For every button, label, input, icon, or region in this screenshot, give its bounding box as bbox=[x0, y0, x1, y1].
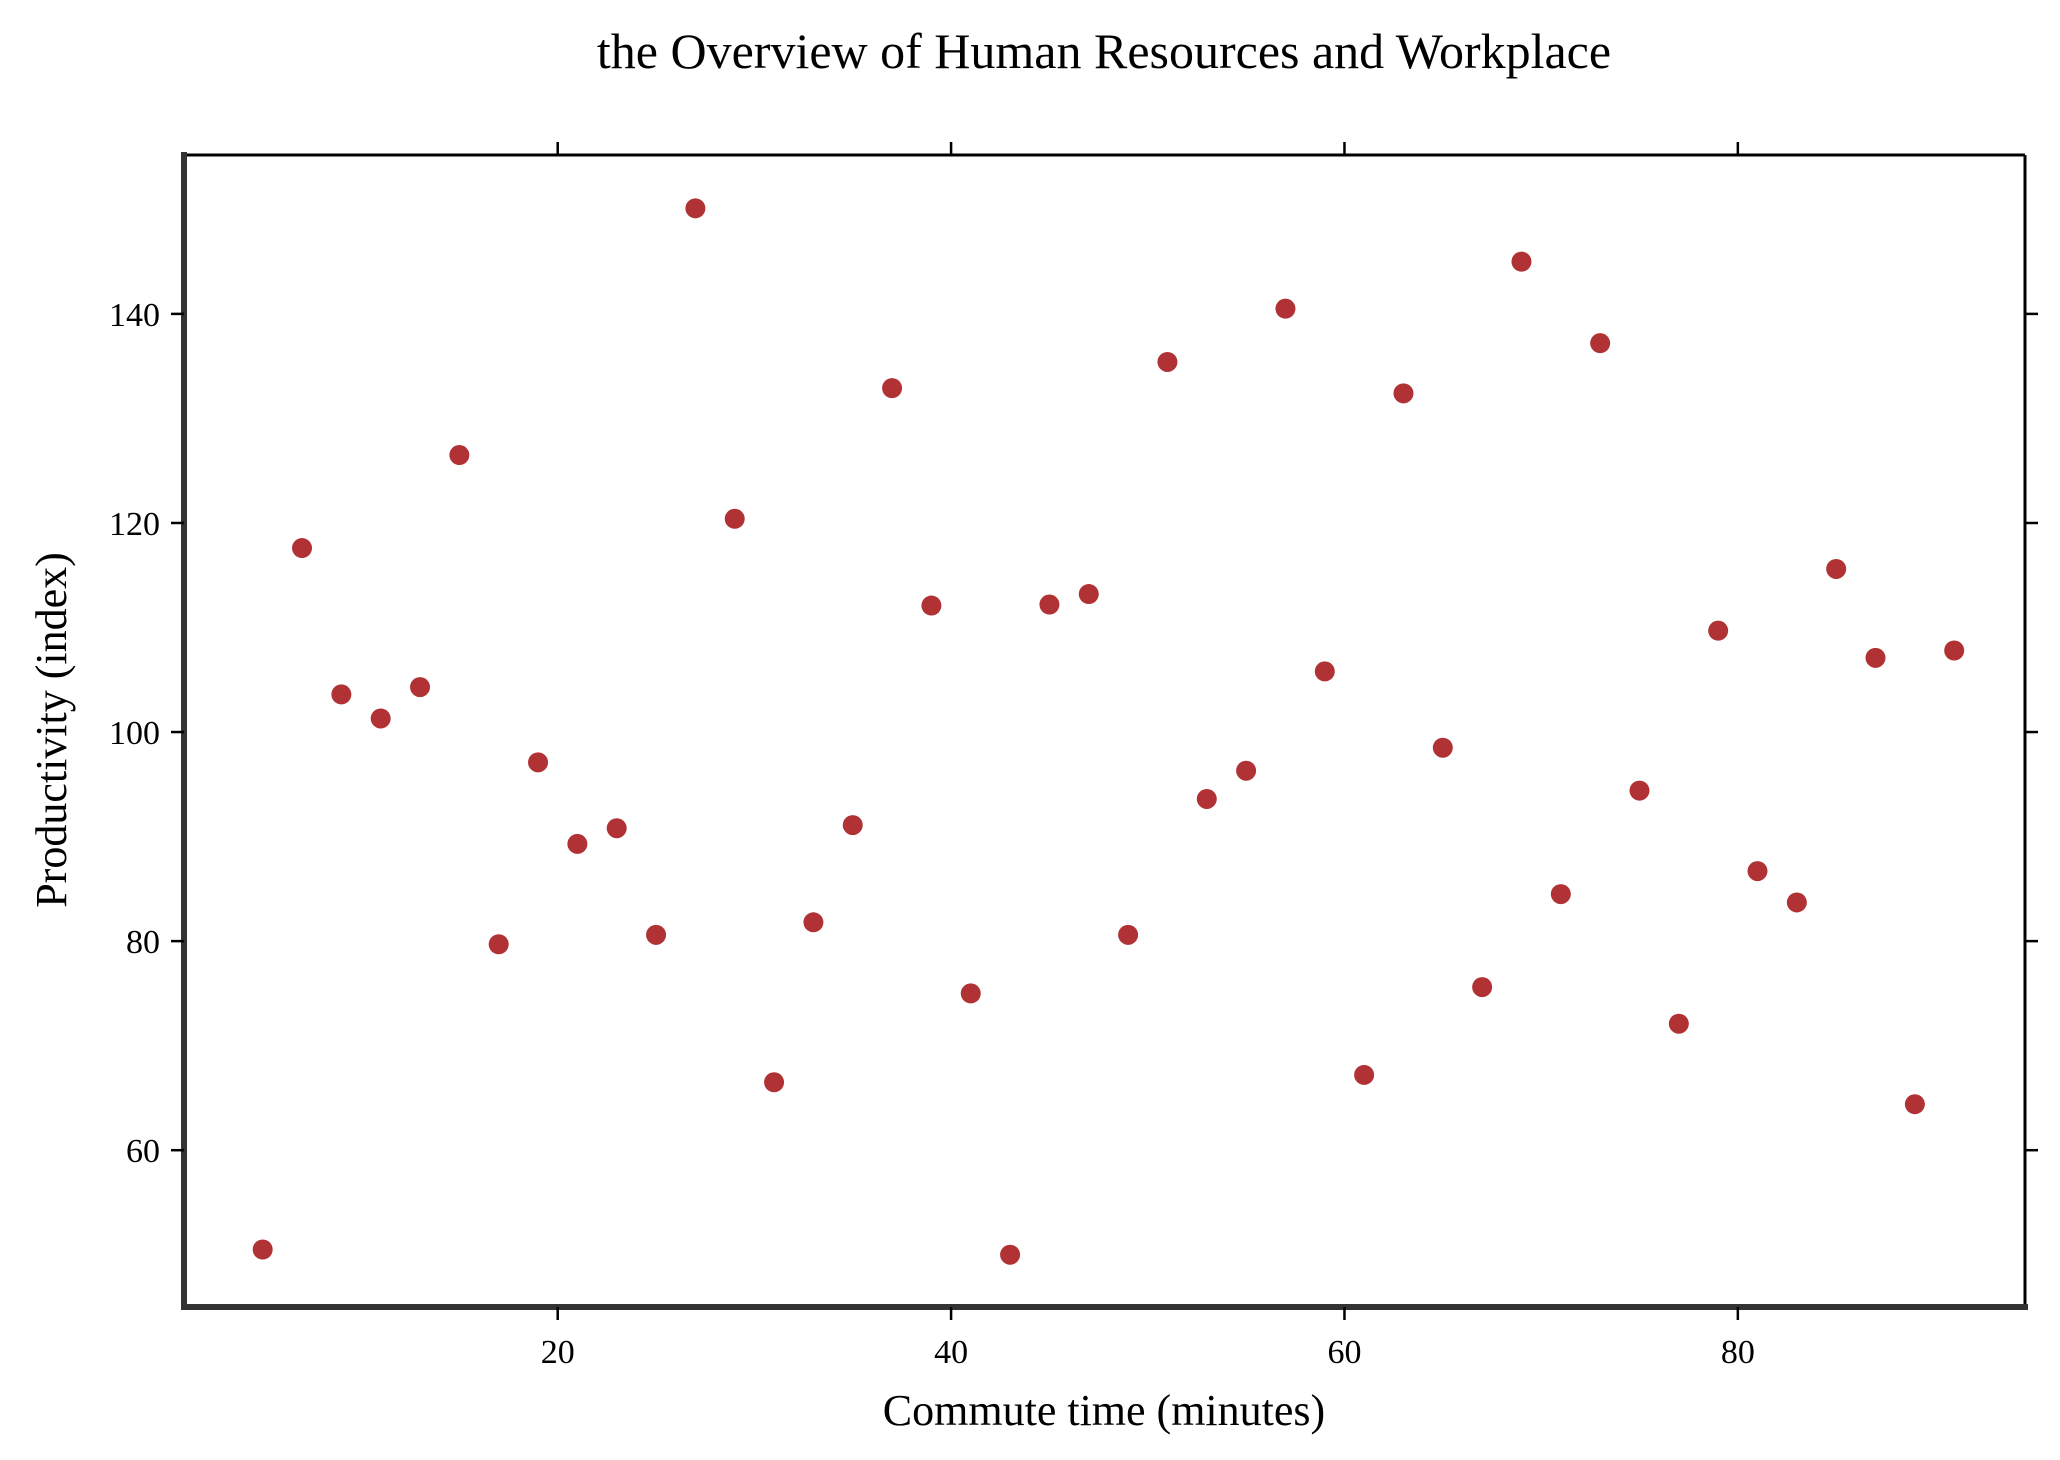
data-point bbox=[488, 934, 509, 955]
data-point bbox=[1668, 1013, 1689, 1034]
chart-title: the Overview of Human Resources and Work… bbox=[597, 23, 1611, 79]
y-axis-label: Productivity (index) bbox=[27, 552, 76, 908]
data-point bbox=[1432, 737, 1453, 758]
y-tick-label: 100 bbox=[109, 715, 160, 752]
data-point bbox=[764, 1072, 785, 1093]
x-tick-label: 20 bbox=[541, 1334, 575, 1371]
data-point bbox=[1786, 892, 1807, 913]
data-point bbox=[567, 833, 588, 854]
data-point bbox=[1550, 884, 1571, 905]
data-point bbox=[410, 677, 431, 698]
data-point bbox=[1865, 647, 1886, 668]
data-point bbox=[724, 508, 745, 529]
x-tick-label: 40 bbox=[934, 1334, 968, 1371]
data-point bbox=[1275, 298, 1296, 319]
data-point bbox=[1590, 333, 1611, 354]
data-point bbox=[1354, 1064, 1375, 1085]
data-point bbox=[1196, 788, 1217, 809]
data-point bbox=[1314, 661, 1335, 682]
data-point bbox=[1236, 760, 1257, 781]
data-point bbox=[1826, 558, 1847, 579]
data-point bbox=[1118, 924, 1139, 945]
data-point bbox=[803, 912, 824, 933]
data-point bbox=[449, 445, 470, 466]
data-point bbox=[1511, 251, 1532, 272]
data-point bbox=[1472, 977, 1493, 998]
x-axis-label: Commute time (minutes) bbox=[883, 1386, 1325, 1435]
data-point bbox=[1039, 594, 1060, 615]
data-point bbox=[1747, 861, 1768, 882]
data-point bbox=[1078, 584, 1099, 605]
plot-area: 20 40 60 80 60 80 100 120 140 bbox=[109, 142, 2038, 1371]
data-point bbox=[1708, 620, 1729, 641]
x-tick-label: 80 bbox=[1721, 1334, 1755, 1371]
x-tick-label: 60 bbox=[1327, 1334, 1361, 1371]
data-point bbox=[528, 752, 549, 773]
data-point bbox=[882, 378, 903, 399]
data-point bbox=[842, 815, 863, 836]
data-point bbox=[370, 708, 391, 729]
data-point bbox=[1904, 1094, 1925, 1115]
data-point bbox=[1000, 1244, 1021, 1265]
y-tick-label: 140 bbox=[109, 297, 160, 334]
y-tick-label: 80 bbox=[126, 924, 160, 961]
data-point bbox=[921, 595, 942, 616]
data-point bbox=[292, 538, 313, 559]
data-point bbox=[331, 684, 352, 705]
data-point bbox=[606, 818, 627, 839]
y-tick-label: 60 bbox=[126, 1133, 160, 1170]
data-point bbox=[1629, 780, 1650, 801]
data-point bbox=[1944, 640, 1965, 661]
data-point bbox=[252, 1239, 273, 1260]
y-tick-label: 120 bbox=[109, 506, 160, 543]
data-point bbox=[685, 198, 706, 219]
data-point bbox=[646, 924, 667, 945]
data-point bbox=[1157, 351, 1178, 372]
data-point bbox=[1393, 383, 1414, 404]
data-point bbox=[960, 983, 981, 1004]
